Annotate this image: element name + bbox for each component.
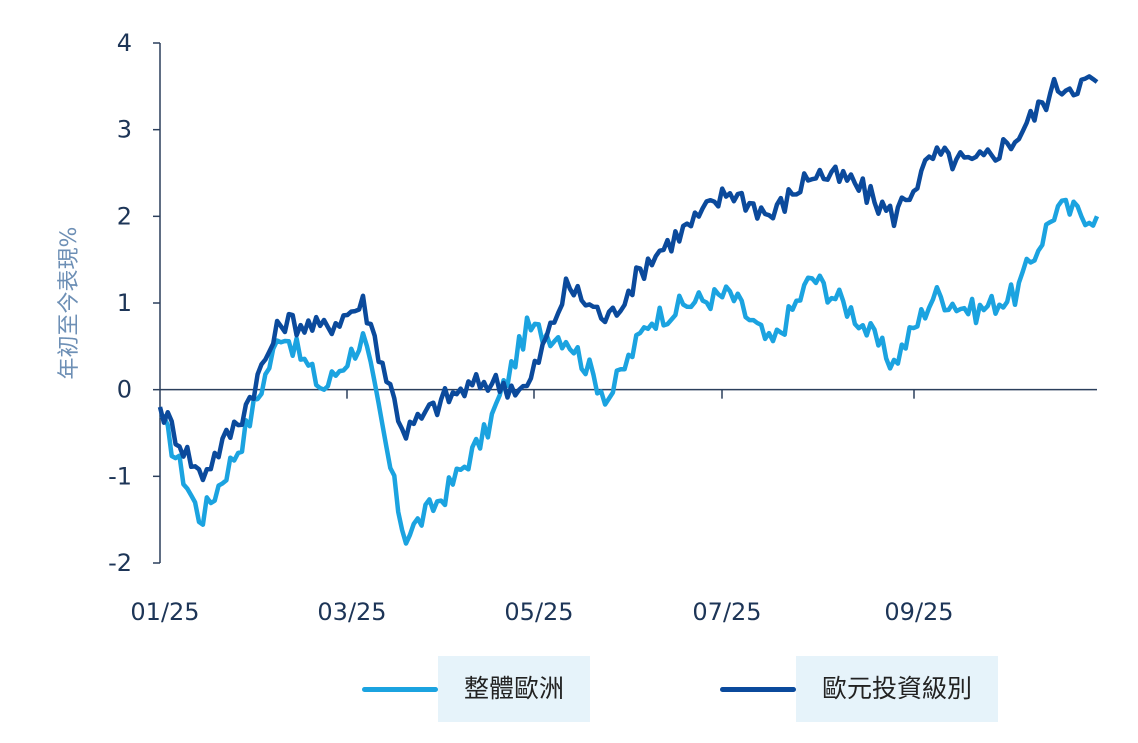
- legend-label-euro-ig: 歐元投資級別: [796, 656, 999, 722]
- x-tick-label: 05/25: [504, 598, 573, 626]
- x-axis: 01/25 03/25 05/25 07/25 09/25: [130, 388, 1097, 626]
- y-tick-label: 0: [117, 376, 132, 404]
- x-tick-label: 09/25: [884, 598, 953, 626]
- series-lines: [157, 74, 1100, 546]
- legend-swatch-europe: [362, 686, 438, 692]
- y-tick-label: 3: [117, 116, 132, 144]
- series-line-euro-ig: [157, 74, 1099, 483]
- line-chart: 4 3 2 1 0 -1 -2 01/25 03/25 05/25 07/25 09/25 年初至今…: [57, 29, 1100, 626]
- legend-label-europe: 整體歐洲: [438, 656, 591, 722]
- legend-item-europe: 整體歐洲: [362, 656, 591, 722]
- legend-item-euro-ig: 歐元投資級別: [720, 656, 999, 722]
- y-axis-label: 年初至今表現%: [57, 227, 82, 380]
- y-tick-label: -1: [108, 462, 132, 490]
- x-tick-label: 03/25: [317, 598, 386, 626]
- y-tick-label: 4: [117, 29, 132, 57]
- y-axis: 4 3 2 1 0 -1 -2: [108, 29, 161, 577]
- series-line-europe: [159, 197, 1100, 546]
- y-tick-label: 1: [117, 289, 132, 317]
- legend-swatch-euro-ig: [720, 686, 796, 692]
- x-tick-label: 07/25: [692, 598, 761, 626]
- y-tick-label: -2: [108, 549, 132, 577]
- x-tick-label: 01/25: [130, 598, 199, 626]
- y-tick-label: 2: [117, 202, 132, 230]
